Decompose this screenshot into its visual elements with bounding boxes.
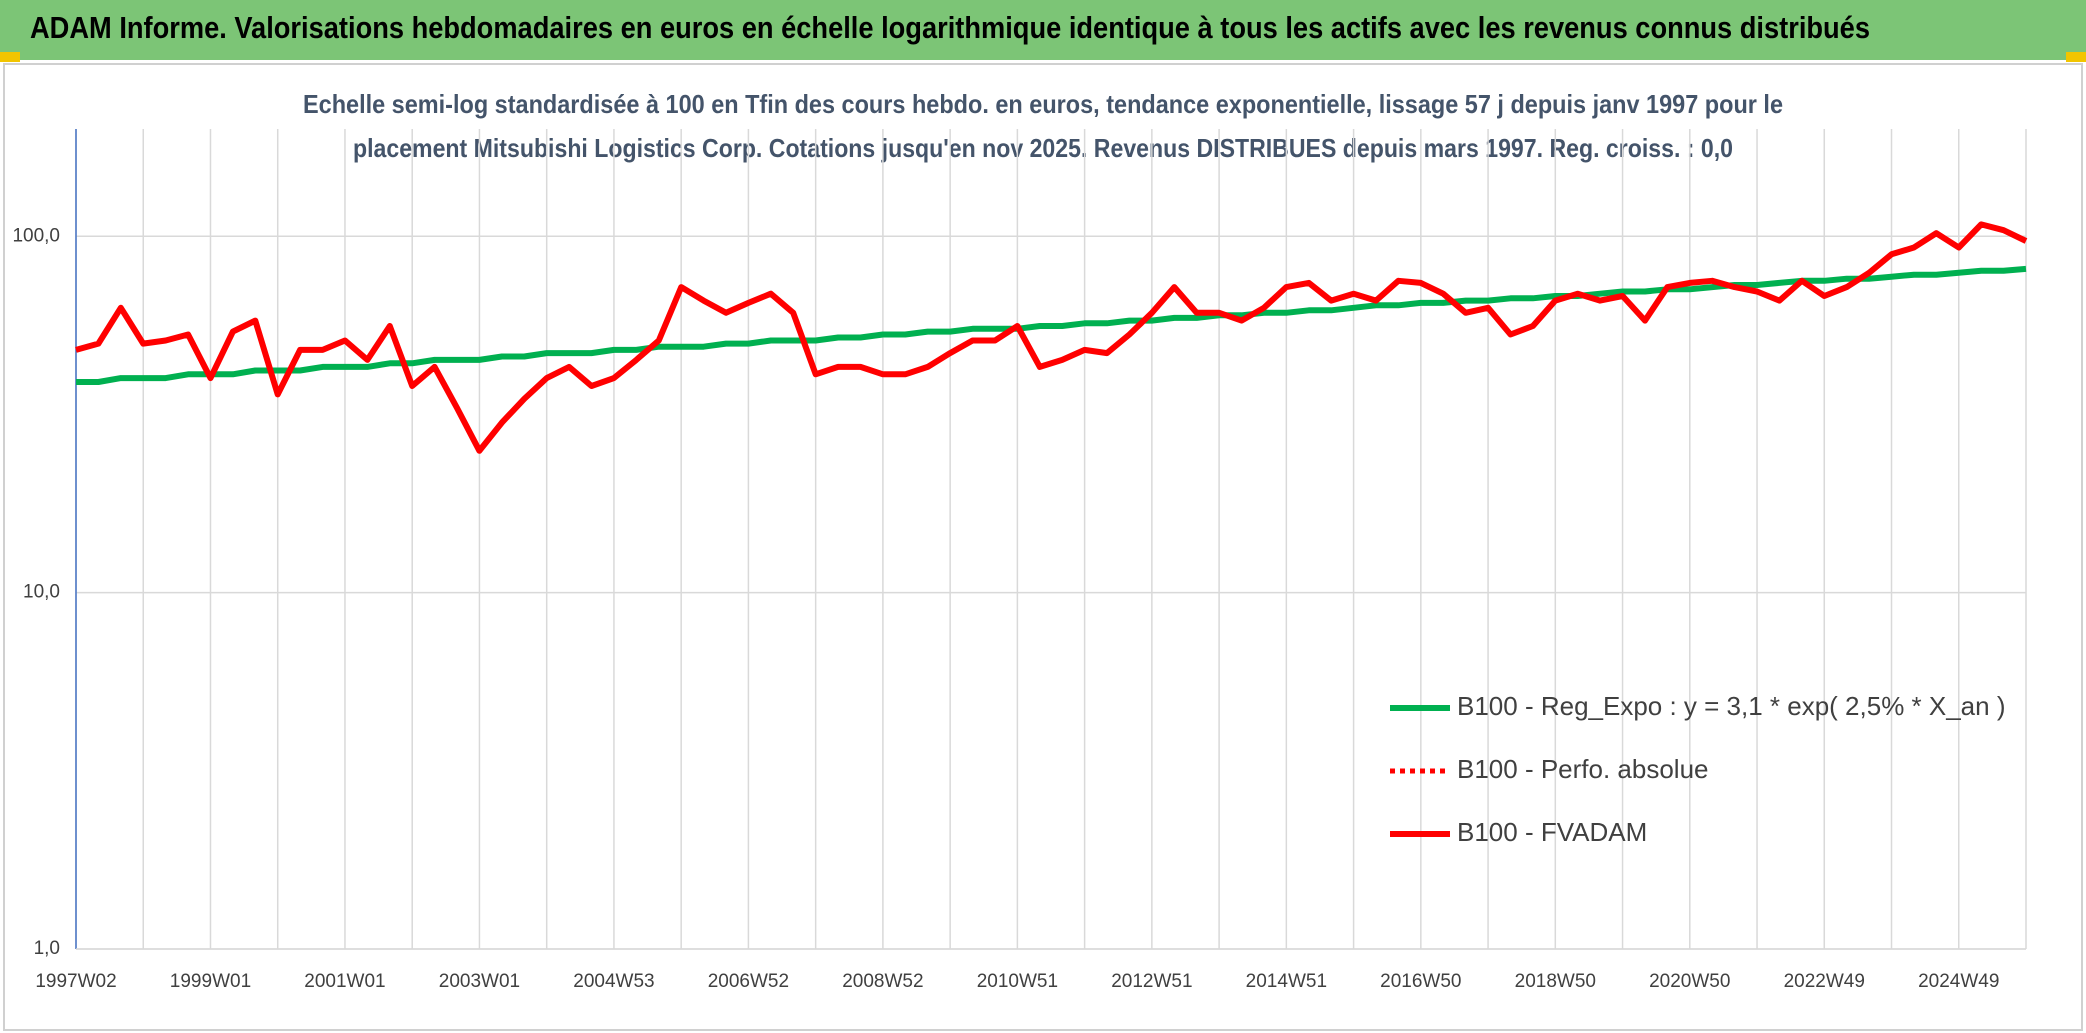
- y-tick-label: 10,0: [23, 582, 60, 603]
- corner-mark: [2066, 52, 2086, 62]
- legend-label: B100 - FVADAM: [1457, 817, 1647, 847]
- y-tick-label: 100,0: [12, 225, 60, 246]
- x-tick-label: 2010W51: [977, 971, 1058, 992]
- x-tick-label: 1997W02: [35, 971, 116, 992]
- x-tick-label: 2016W50: [1380, 971, 1461, 992]
- x-tick-label: 2024W49: [1918, 971, 1999, 992]
- chart-frame: [3, 63, 2083, 1031]
- legend-label: B100 - Perfo. absolue: [1457, 754, 1709, 784]
- x-tick-label: 2001W01: [304, 971, 385, 992]
- x-tick-label: 2014W51: [1246, 971, 1327, 992]
- x-tick-label: 2008W52: [842, 971, 923, 992]
- x-tick-label: 2004W53: [573, 971, 654, 992]
- header-title: ADAM Informe. Valorisations hebdomadaire…: [30, 10, 1870, 45]
- y-tick-label: 1,0: [34, 938, 60, 959]
- chart-title: Echelle semi-log standardisée à 100 en T…: [303, 89, 1783, 119]
- header-bar: [0, 0, 2086, 60]
- x-tick-label: 2003W01: [439, 971, 520, 992]
- series-line: [75, 221, 2028, 454]
- x-tick-label: 2020W50: [1649, 971, 1730, 992]
- corner-mark: [0, 52, 20, 62]
- x-tick-label: 1999W01: [170, 971, 251, 992]
- x-tick-label: 2018W50: [1515, 971, 1596, 992]
- x-tick-label: 2022W49: [1784, 971, 1865, 992]
- chart-title: placement Mitsubishi Logistics Corp. Cot…: [353, 133, 1733, 163]
- x-tick-label: 2012W51: [1111, 971, 1192, 992]
- x-tick-label: 2006W52: [708, 971, 789, 992]
- legend-label: B100 - Reg_Expo : y = 3,1 * exp( 2,5% * …: [1457, 691, 2006, 721]
